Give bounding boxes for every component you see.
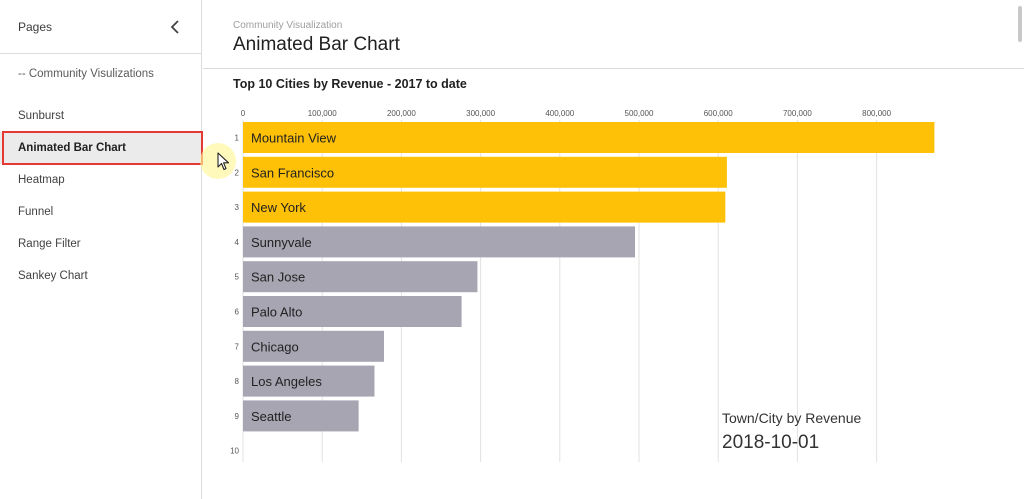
bar: [243, 122, 935, 153]
x-tick-label: 300,000: [466, 109, 495, 118]
sidebar-header: Pages: [0, 0, 201, 54]
sidebar-item-sankey-chart[interactable]: Sankey Chart: [0, 260, 201, 292]
chart-title: Top 10 Cities by Revenue - 2017 to date: [233, 77, 467, 91]
sidebar-item-animated-bar-chart[interactable]: Animated Bar Chart: [0, 132, 201, 164]
bar-label: Sunnyvale: [251, 235, 312, 250]
rank-label: 7: [235, 342, 240, 351]
page-title: Animated Bar Chart: [233, 34, 400, 55]
collapse-sidebar-button[interactable]: [167, 19, 183, 35]
bar-label: Mountain View: [251, 131, 337, 146]
rank-label: 10: [230, 447, 239, 456]
sidebar-item-label: -- Community Visulizations: [18, 68, 154, 80]
x-tick-label: 500,000: [625, 109, 654, 118]
sidebar: Pages -- Community Visulizations Sunburs…: [0, 0, 203, 499]
current-date-label: 2018-10-01: [722, 432, 819, 453]
bar-label: Palo Alto: [251, 305, 302, 320]
bar: [243, 191, 726, 223]
sidebar-item-label: Animated Bar Chart: [18, 142, 126, 154]
rank-label: 3: [235, 203, 240, 212]
sidebar-item-label: Sankey Chart: [18, 270, 88, 282]
bar-label: Seattle: [251, 409, 291, 424]
bar: [243, 365, 375, 397]
sidebar-item-label: Sunburst: [18, 110, 65, 122]
bar: [243, 400, 359, 432]
x-tick-label: 400,000: [545, 109, 574, 118]
x-tick-label: 200,000: [387, 109, 416, 118]
page-list: -- Community Visulizations Sunburst Anim…: [0, 54, 201, 292]
bar-label: Los Angeles: [251, 374, 322, 389]
sidebar-item-label: Heatmap: [18, 174, 65, 186]
sidebar-item-heatmap[interactable]: Heatmap: [0, 164, 201, 196]
animated-bar-chart: 0 100,000 200,000 300,000 400,000 500,000 600,…: [230, 109, 935, 462]
bar: [243, 226, 636, 258]
rank-label: 4: [235, 238, 240, 247]
chevron-left-icon: [170, 19, 179, 34]
sidebar-title: Pages: [18, 19, 53, 34]
sidebar-item-label: Range Filter: [18, 238, 81, 250]
bar: [243, 156, 727, 188]
x-tick-label: 100,000: [308, 109, 337, 118]
rank-label: 8: [235, 377, 240, 386]
bar: [243, 296, 462, 327]
x-tick-label: 800,000: [862, 109, 891, 118]
bar-label: Chicago: [251, 339, 299, 354]
rank-label: 2: [235, 168, 240, 177]
bar: [243, 261, 478, 293]
rank-label: 9: [235, 412, 240, 421]
scrollbar[interactable]: [1018, 6, 1022, 42]
rank-label: 5: [235, 273, 240, 282]
x-tick-label: 0: [241, 109, 246, 118]
bar-label: San Jose: [251, 270, 305, 285]
rank-label: 1: [235, 134, 240, 143]
sidebar-item-label: Funnel: [18, 206, 54, 218]
x-tick-label: 600,000: [704, 109, 733, 118]
page-header: Community Visualization Animated Bar Cha…: [203, 0, 1024, 69]
sidebar-item-community-visulizations[interactable]: -- Community Visulizations: [0, 54, 201, 100]
sidebar-item-sunburst[interactable]: Sunburst: [0, 100, 201, 132]
main-content: Community Visualization Animated Bar Cha…: [203, 0, 1024, 499]
x-tick-label: 700,000: [783, 109, 812, 118]
bar: [243, 330, 384, 362]
bar-label: San Francisco: [251, 165, 334, 180]
sidebar-item-funnel[interactable]: Funnel: [0, 196, 201, 228]
sidebar-item-range-filter[interactable]: Range Filter: [0, 228, 201, 260]
rank-label: 6: [235, 308, 240, 317]
breadcrumb: Community Visualization: [233, 20, 343, 31]
legend-title: Town/City by Revenue: [722, 410, 862, 426]
bar-label: New York: [251, 200, 306, 215]
